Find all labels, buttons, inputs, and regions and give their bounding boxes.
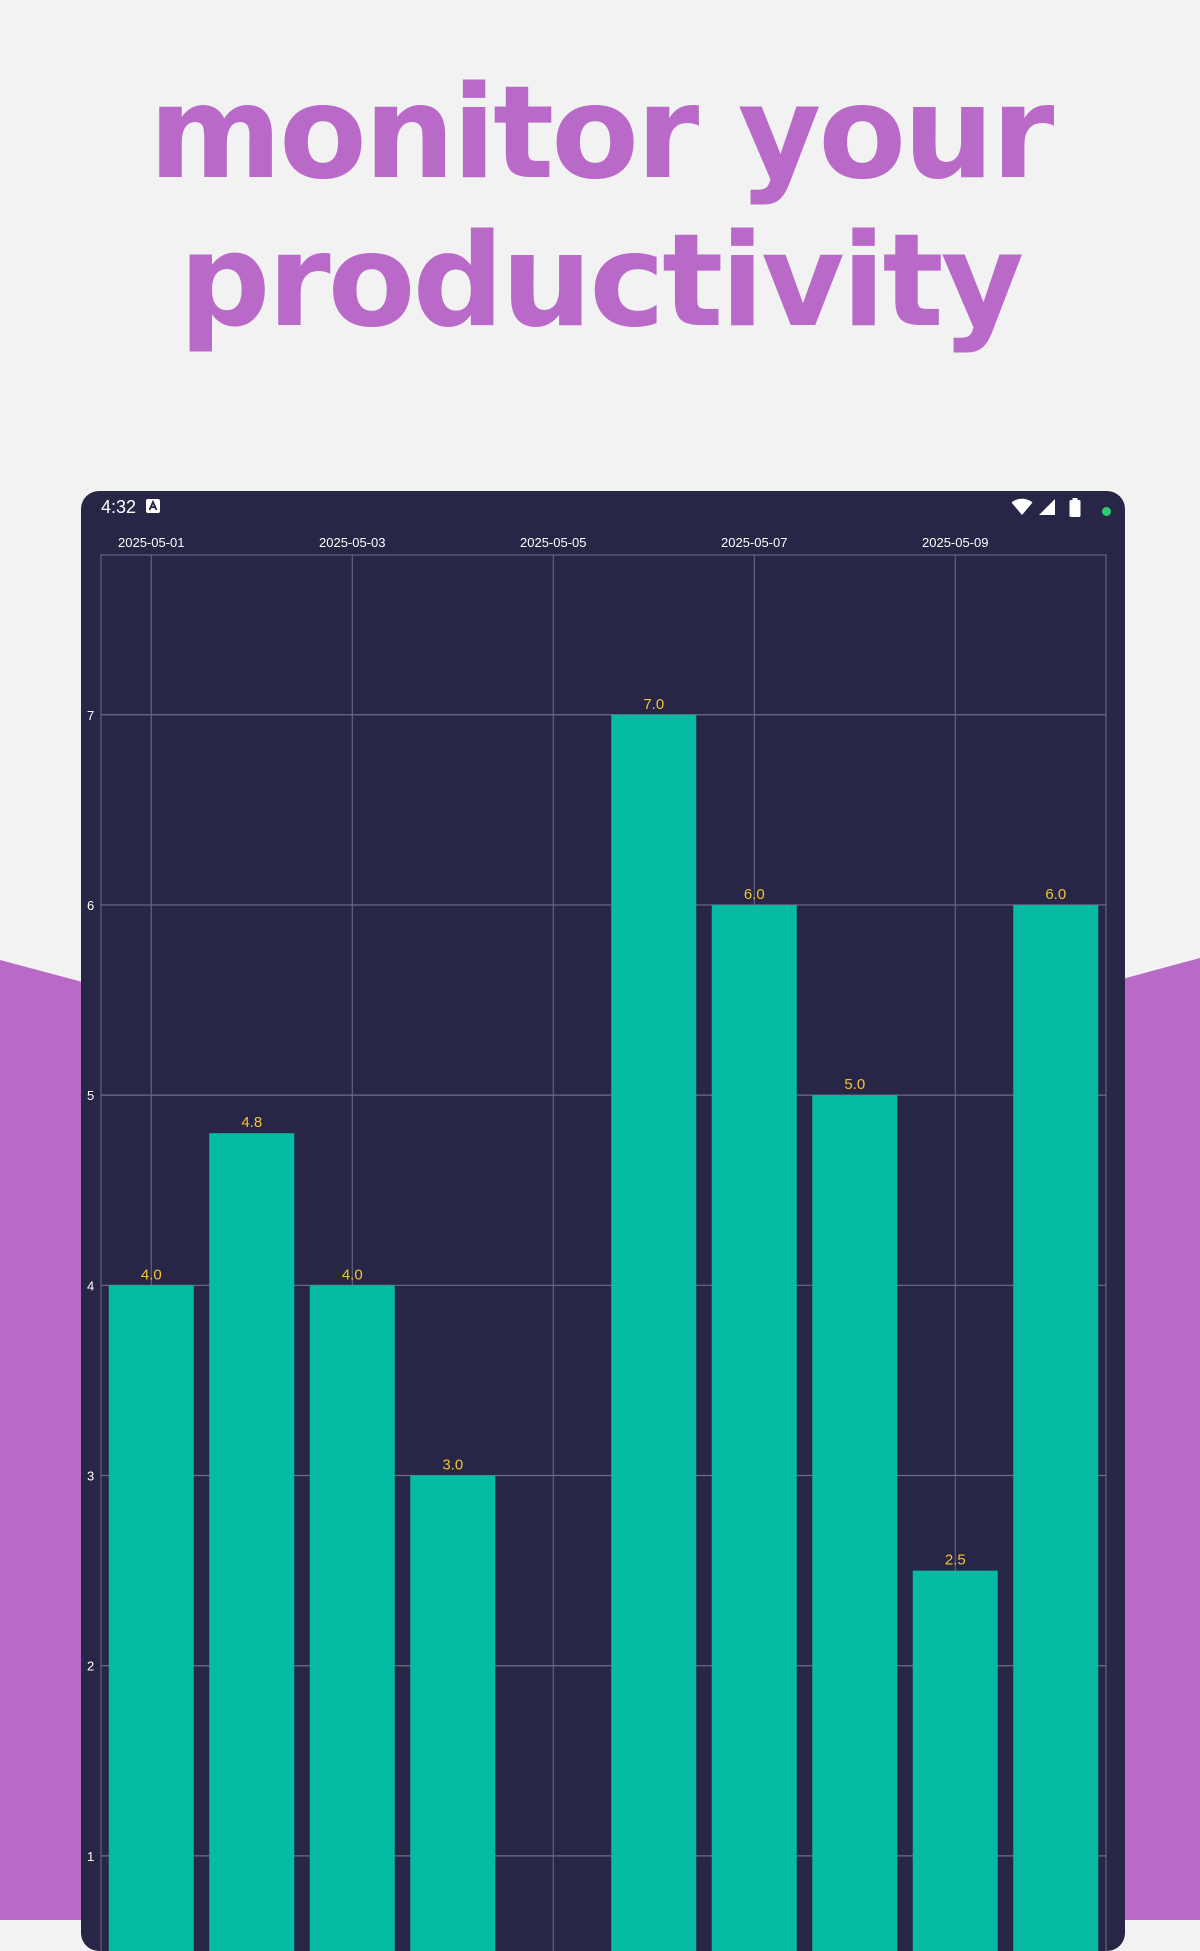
bar — [912, 1570, 998, 1951]
y-tick-label: 3 — [87, 1469, 94, 1484]
y-tick-label: 7 — [87, 708, 94, 723]
data-label: 6.0 — [1045, 886, 1066, 903]
bar-chart: 2025-05-01 2025-05-03 2025-05-05 2025-05-07… — [87, 535, 1107, 1951]
data-label: 6.0 — [744, 886, 765, 903]
data-label: 5.0 — [844, 1076, 865, 1093]
data-label: 4.8 — [241, 1114, 262, 1131]
green-dot-icon — [1102, 503, 1111, 521]
data-label: 7.0 — [643, 696, 664, 713]
wifi-icon — [1011, 498, 1033, 521]
data-label: 4.0 — [141, 1266, 162, 1283]
status-bar: 4:32 — [81, 491, 1125, 525]
x-tick-label: 2025-05-07 — [721, 535, 788, 550]
y-tick-label: 1 — [87, 1849, 94, 1864]
x-tick-label: 2025-05-09 — [922, 535, 989, 550]
y-tick-label: 4 — [87, 1278, 94, 1293]
bar — [611, 714, 697, 1951]
device-screen: 2025-05-01 2025-05-03 2025-05-05 2025-05-07… — [81, 491, 1125, 1951]
x-tick-label: 2025-05-03 — [319, 535, 386, 550]
headline: monitor your productivity — [0, 60, 1200, 356]
bar — [309, 1285, 395, 1951]
battery-icon — [1069, 498, 1081, 522]
data-label: 4.0 — [342, 1266, 363, 1283]
bar — [410, 1475, 496, 1951]
bar — [711, 904, 797, 1951]
x-tick-label: 2025-05-01 — [118, 535, 185, 550]
bar — [108, 1285, 194, 1951]
status-time: 4:32 — [101, 497, 137, 517]
a-square-icon — [146, 499, 160, 513]
bar — [812, 1095, 898, 1951]
y-tick-label: 5 — [87, 1088, 94, 1103]
bar — [209, 1133, 295, 1951]
cell-signal-icon — [1038, 498, 1056, 521]
bar — [1013, 904, 1099, 1951]
y-tick-label: 6 — [87, 898, 94, 913]
data-label: 2.5 — [945, 1552, 966, 1569]
headline-line-2: productivity — [178, 207, 1024, 356]
y-tick-label: 2 — [87, 1659, 94, 1674]
data-label: 3.0 — [442, 1457, 463, 1474]
headline-line-1: monitor your — [148, 59, 1055, 208]
plot-area-border — [100, 554, 1107, 1951]
x-tick-label: 2025-05-05 — [520, 535, 587, 550]
